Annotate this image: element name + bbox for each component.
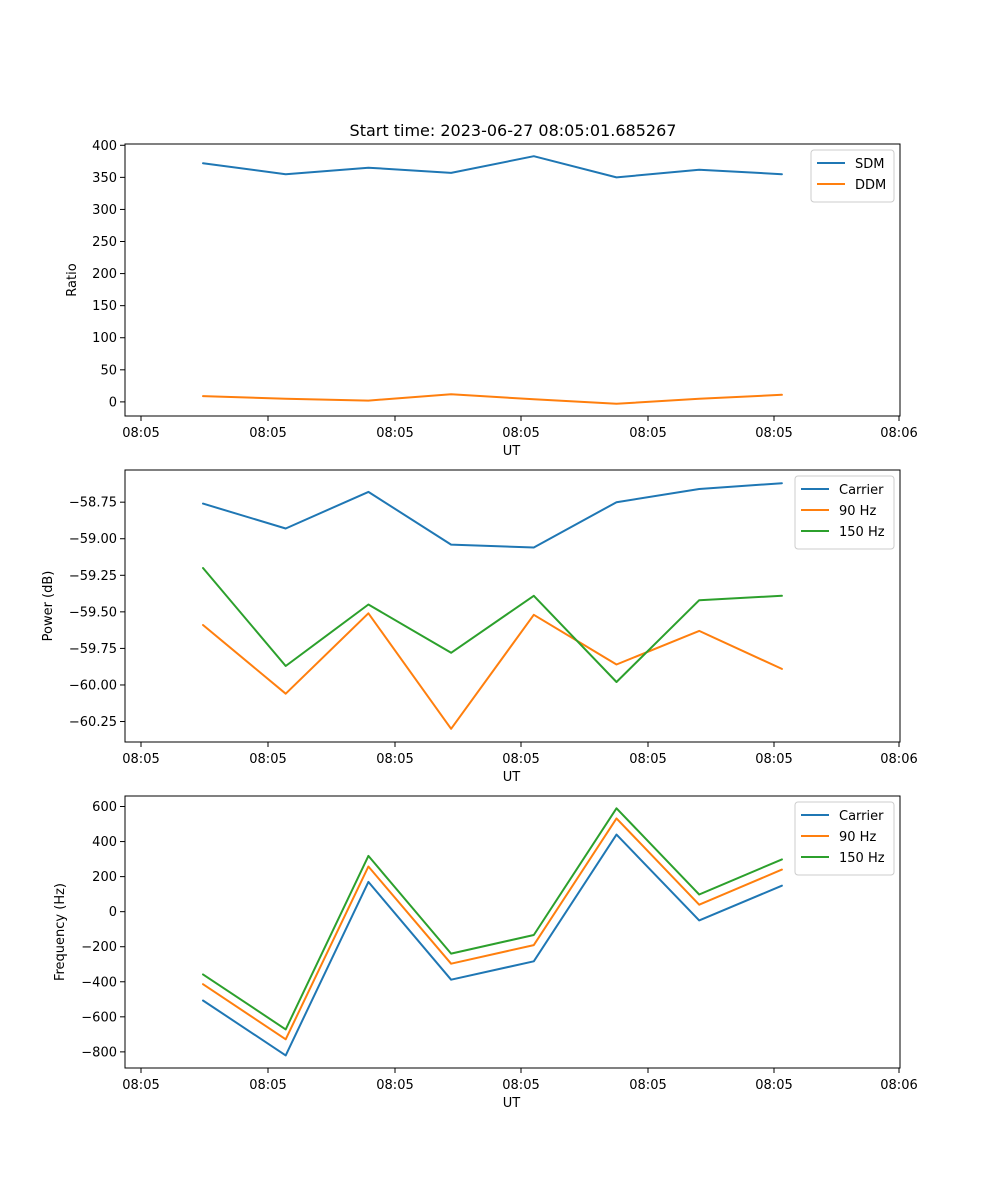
series-line-carrier [202,482,783,549]
x-tick-label: 08:05 [376,752,413,767]
y-tick-label: −59.00 [69,532,117,547]
y-tick-label: −59.50 [69,605,117,620]
axes-frame [124,143,901,417]
y-tick-label: −800 [81,1045,117,1060]
y-tick-label: 400 [92,835,117,850]
x-tick-label: 08:05 [755,752,792,767]
x-tick-label: 08:05 [502,426,539,441]
y-axis-label: Power (dB) [41,571,56,642]
y-tick-label: 250 [92,235,117,250]
panels: 08:05 08:05 08:05 08:05 08:05 08:05 08:06 0 50 10… [41,139,918,1111]
legend-label: Carrier [839,483,884,498]
x-tick-label: 08:05 [376,1078,413,1093]
axes-frame [124,795,901,1069]
x-tick-label: 08:05 [629,1078,666,1093]
series-line-carrier [202,833,783,1057]
x-tick-label: 08:05 [249,1078,286,1093]
axes-frame [124,469,901,743]
x-tick-label: 08:05 [755,426,792,441]
y-tick-label: 350 [92,171,117,186]
series-line-150-hz [202,567,783,683]
y-tick-label: −400 [81,975,117,990]
y-axis-label: Ratio [65,263,80,296]
legend: Carrier 90 Hz 150 Hz [794,801,895,876]
x-tick-label: 08:06 [880,426,917,441]
y-tick-label: −59.75 [69,642,117,657]
y-tick-label: −600 [81,1010,117,1025]
series-line-sdm [202,155,783,179]
legend-label: 90 Hz [839,504,876,519]
legend: SDM DDM [810,149,895,203]
series-line-90-hz [202,817,783,1041]
y-tick-label: 200 [92,267,117,282]
legend-label: DDM [855,178,886,193]
x-axis-label: UT [503,444,521,459]
y-tick-label: −60.25 [69,715,117,730]
x-tick-label: 08:05 [502,1078,539,1093]
series-line-150-hz [202,807,783,1031]
x-tick-label: 08:05 [122,426,159,441]
y-tick-label: −59.25 [69,569,117,584]
legend-label: 90 Hz [839,830,876,845]
y-tick-label: 0 [109,395,117,410]
x-tick-label: 08:05 [502,752,539,767]
y-tick-label: 0 [109,905,117,920]
y-tick-label: 50 [100,363,117,378]
series-line-90-hz [202,612,783,730]
y-tick-label: 150 [92,299,117,314]
y-tick-label: −60.00 [69,678,117,693]
y-tick-label: 200 [92,870,117,885]
panel-3: 08:05 08:05 08:05 08:05 08:05 08:05 08:06 −800 −… [53,795,918,1111]
x-tick-label: 08:05 [755,1078,792,1093]
x-tick-label: 08:05 [249,752,286,767]
y-axis-label: Frequency (Hz) [53,883,68,981]
y-tick-label: 300 [92,203,117,218]
x-axis-label: UT [503,770,521,785]
y-tick-label: 400 [92,139,117,154]
figure-title: Start time: 2023-06-27 08:05:01.685267 [350,121,677,140]
x-tick-label: 08:05 [376,426,413,441]
legend-label: SDM [855,157,884,172]
x-tick-label: 08:06 [880,752,917,767]
x-tick-label: 08:05 [629,752,666,767]
y-tick-label: 600 [92,800,117,815]
panel-1: 08:05 08:05 08:05 08:05 08:05 08:05 08:06 0 50 10… [65,139,918,459]
y-tick-label: 100 [92,331,117,346]
legend-label: 150 Hz [839,525,885,540]
legend: Carrier 90 Hz 150 Hz [794,475,895,550]
legend-label: 150 Hz [839,851,885,866]
x-tick-label: 08:06 [880,1078,917,1093]
x-tick-label: 08:05 [249,426,286,441]
x-axis-label: UT [503,1096,521,1111]
panel-2: 08:05 08:05 08:05 08:05 08:05 08:05 08:06 −60.2… [41,469,918,785]
series-line-ddm [202,393,783,405]
y-tick-label: −58.75 [69,496,117,511]
x-tick-label: 08:05 [629,426,666,441]
legend-label: Carrier [839,809,884,824]
x-tick-label: 08:05 [122,1078,159,1093]
y-tick-label: −200 [81,940,117,955]
x-tick-label: 08:05 [122,752,159,767]
